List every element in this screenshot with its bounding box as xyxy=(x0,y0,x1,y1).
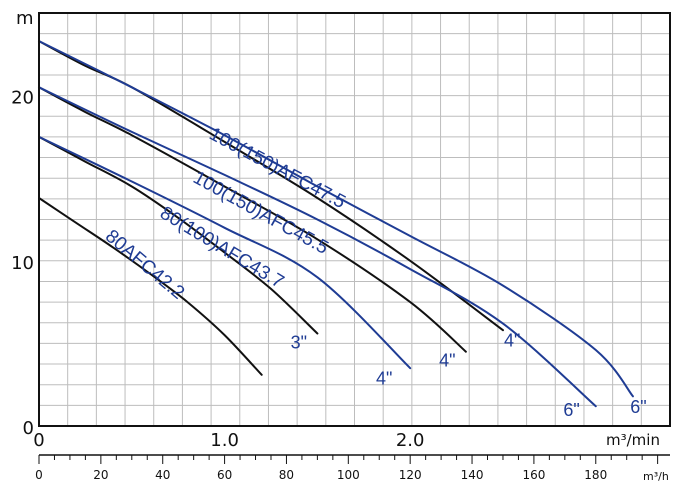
curve-annotation: 4" xyxy=(439,351,455,371)
series-line xyxy=(38,135,319,335)
curve-annotation: 4" xyxy=(376,369,392,389)
x2-tick-label: 160 xyxy=(522,468,545,482)
x2-tick-label: 80 xyxy=(279,468,294,482)
x2-tick-label: 20 xyxy=(93,468,108,482)
series-line xyxy=(38,40,504,332)
plot-frame xyxy=(38,12,671,427)
x2-axis-label: m³/h xyxy=(643,470,669,483)
x-tick-label: 1.0 xyxy=(210,430,239,451)
y-tick-label: 20 xyxy=(11,88,34,109)
series-line xyxy=(38,86,467,353)
x2-tick-label: 180 xyxy=(584,468,607,482)
x2-tick-label: 40 xyxy=(155,468,170,482)
curve-annotation: 6" xyxy=(630,397,646,417)
x-axis-label: m³/min xyxy=(606,431,660,449)
curve-annotation: 3" xyxy=(291,332,307,352)
x2-tick-label: 140 xyxy=(461,468,484,482)
y-tick-label: 0 xyxy=(23,418,34,439)
x2-tick-label: 0 xyxy=(35,468,43,482)
curves xyxy=(38,40,634,408)
x-tick-label: 2.0 xyxy=(396,430,425,451)
grid xyxy=(39,13,670,426)
series-line xyxy=(38,40,634,398)
y-axis-label: m xyxy=(16,8,34,29)
curve-annotation: 4" xyxy=(504,331,520,351)
series-line xyxy=(38,197,263,376)
curve-annotation: 6" xyxy=(563,400,579,420)
x2-tick-label: 60 xyxy=(217,468,232,482)
x2-tick-label: 120 xyxy=(399,468,422,482)
y-tick-label: 10 xyxy=(11,253,34,274)
axes: 0 10 20 0 1.0 2.0 0 20 40 60 80 100 120 140 160 180 xyxy=(11,12,671,482)
x-tick-label: 0 xyxy=(33,430,44,451)
series-line xyxy=(38,135,412,370)
x2-tick-label: 100 xyxy=(337,468,360,482)
series-line xyxy=(38,86,597,408)
